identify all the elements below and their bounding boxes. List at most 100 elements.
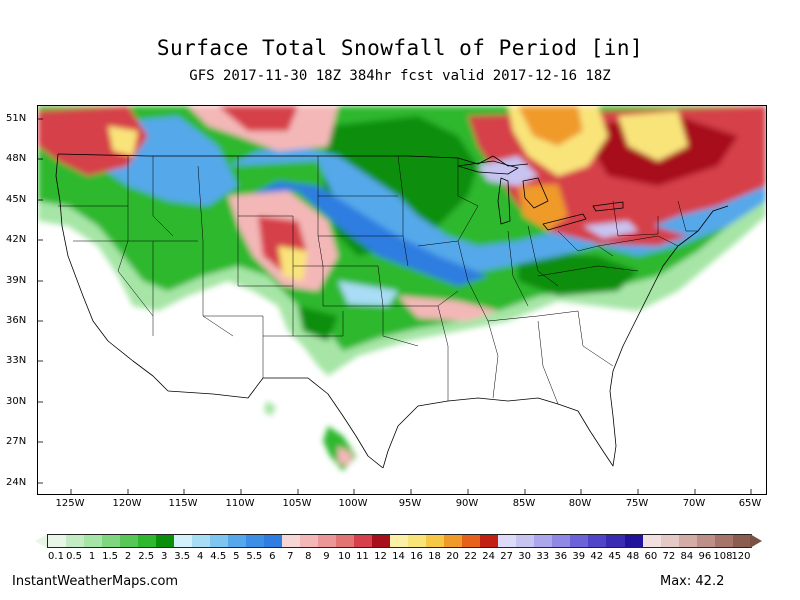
colorbar-swatch: [408, 535, 427, 547]
site-credit: InstantWeatherMaps.com: [12, 574, 179, 589]
colorbar-swatch: [318, 535, 337, 547]
colorbar-swatch: [516, 535, 535, 547]
snow-region: [518, 251, 638, 296]
colorbar-label: 108: [713, 551, 733, 562]
snow-region: [338, 446, 353, 466]
colorbar-label: 11: [356, 551, 369, 562]
colorbar-label: 48: [626, 551, 640, 562]
colorbar-swatch: [156, 535, 175, 547]
lat-label: 48N: [6, 153, 27, 164]
colorbar-label: 5: [233, 551, 240, 562]
colorbar-label: 0.1: [48, 551, 64, 562]
lon-label: 80W: [568, 498, 592, 509]
lat-label: 24N: [6, 477, 27, 488]
colorbar-label: 0.5: [66, 551, 82, 562]
state-lines: [58, 155, 698, 405]
colorbar-swatch: [264, 535, 283, 547]
colorbar-swatch: [696, 535, 715, 547]
colorbar-swatch: [552, 535, 571, 547]
colorbar-swatch: [678, 535, 697, 547]
colorbar-swatch: [336, 535, 355, 547]
snowfall-shading: [38, 106, 766, 471]
snow-region: [248, 181, 488, 286]
colorbar-label: 20: [446, 551, 459, 562]
geographic-boundaries: [55, 153, 729, 469]
mexico-border: [167, 377, 384, 469]
colorbar-label: 3: [160, 551, 168, 562]
colorbar-label: 2: [124, 551, 132, 562]
lat-label: 27N: [6, 436, 27, 447]
snow-region: [478, 156, 538, 186]
colorbar-swatch: [192, 535, 211, 547]
lon-label: 125W: [55, 498, 85, 509]
lake-huron: [522, 177, 549, 209]
colorbar-swatch: [282, 535, 301, 547]
colorbar-swatch: [246, 535, 265, 547]
colorbar-label: 5.5: [246, 551, 263, 562]
colorbar-label: 120: [731, 551, 751, 562]
colorbar: [47, 534, 752, 548]
map-subtitle: GFS 2017-11-30 18Z 384hr fcst valid 2017…: [189, 68, 611, 84]
colorbar-swatch: [732, 535, 751, 547]
colorbar-swatch: [714, 535, 733, 547]
lon-label: 95W: [398, 498, 422, 509]
colorbar-label: 22: [464, 551, 477, 562]
colorbar-label: 12: [374, 551, 387, 562]
colorbar-swatch: [102, 535, 121, 547]
colorbar-label: 45: [608, 551, 622, 562]
snow-region: [298, 306, 338, 341]
colorbar-swatch: [606, 535, 625, 547]
colorbar-swatch: [660, 535, 679, 547]
colorbar-swatch: [174, 535, 193, 547]
lon-label: 100W: [338, 498, 368, 509]
snow-region: [108, 126, 138, 156]
colorbar-label: 8: [305, 551, 312, 562]
colorbar-label: 36: [554, 551, 568, 562]
colorbar-label: 9: [323, 551, 330, 562]
snow-region: [583, 221, 638, 238]
colorbar-label: 84: [680, 551, 694, 562]
lat-label: 36N: [6, 315, 27, 326]
max-value: 42.2: [695, 574, 725, 589]
colorbar-label: 72: [662, 551, 676, 562]
colorbar-right-arrow: [750, 534, 762, 548]
colorbar-label: 42: [590, 551, 604, 562]
colorbar-swatch: [534, 535, 553, 547]
colorbar-label: 2.5: [138, 551, 155, 562]
colorbar-label: 60: [644, 551, 658, 562]
colorbar-swatch: [642, 535, 661, 547]
snow-region: [398, 296, 498, 321]
colorbar-left-arrow: [35, 534, 47, 548]
canada-border: [57, 153, 529, 167]
snow-region: [264, 401, 276, 416]
colorbar-swatch: [138, 535, 157, 547]
max-value-readout: Max: 42.2: [660, 574, 724, 589]
lake-ontario: [592, 201, 624, 212]
colorbar-label: 4.5: [210, 551, 227, 562]
pacific-coastline: [55, 153, 169, 392]
lat-label: 45N: [6, 194, 27, 205]
snow-region: [618, 111, 688, 161]
colorbar-swatch: [354, 535, 373, 547]
colorbar-swatch: [498, 535, 517, 547]
colorbar-swatch: [462, 535, 481, 547]
snow-region: [38, 106, 148, 176]
colorbar-swatch: [570, 535, 589, 547]
snow-region: [218, 106, 298, 131]
map-title: Surface Total Snowfall of Period [in]: [156, 36, 644, 60]
colorbar-swatch: [588, 535, 607, 547]
gulf-coastline: [382, 370, 617, 469]
lake-erie: [542, 213, 587, 231]
colorbar-swatch: [372, 535, 391, 547]
lake-michigan: [497, 177, 511, 225]
colorbar-swatch: [48, 535, 67, 547]
colorbar-label: 7: [287, 551, 294, 562]
lon-label: 65W: [738, 498, 762, 509]
colorbar-swatch: [390, 535, 409, 547]
colorbar-label: 39: [572, 551, 586, 562]
lon-label: 120W: [112, 498, 142, 509]
lon-label: 90W: [455, 498, 479, 509]
colorbar-swatch: [624, 535, 643, 547]
lake-superior: [457, 160, 519, 175]
colorbar-label: 30: [518, 551, 532, 562]
